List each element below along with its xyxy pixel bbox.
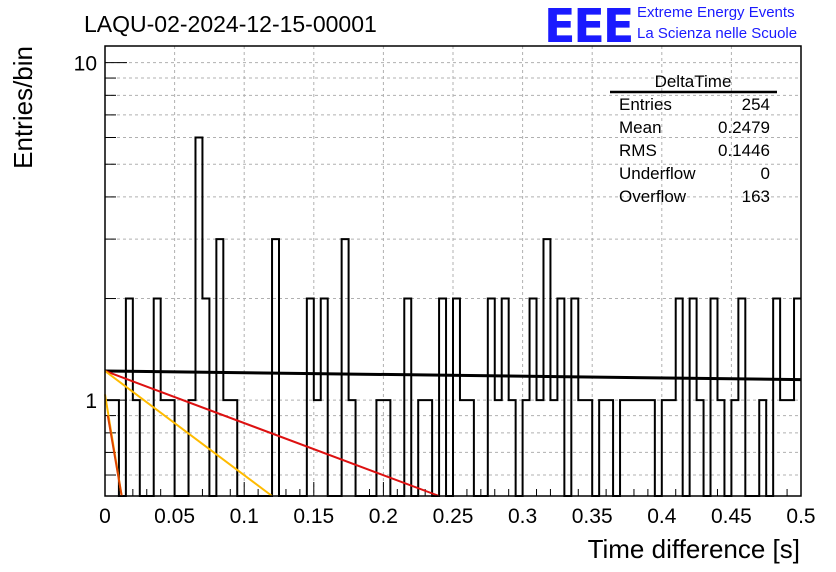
x-tick-label: 0 <box>99 505 111 528</box>
x-tick-label: 0.1 <box>230 505 259 528</box>
chart-title: LAQU-02-2024-12-15-00001 <box>84 11 377 37</box>
histogram-outline <box>105 136 801 497</box>
stats-label: Mean <box>619 118 662 137</box>
stats-value: 0.1446 <box>718 141 770 160</box>
stats-label: Overflow <box>619 187 687 206</box>
stats-label: Underflow <box>619 164 696 183</box>
fit-lines <box>104 369 802 497</box>
x-tick-labels: 0 0.05 0.1 0.15 0.2 0.25 0.3 0.35 0.4 0.45 0.5 <box>99 505 815 528</box>
fit-line <box>104 369 802 382</box>
fit-line <box>106 415 123 497</box>
y-axis-title: Entries/bin <box>8 46 38 169</box>
eee-logo: EEE Extreme Energy Events La Scienza nel… <box>544 0 797 53</box>
fit-line <box>104 370 273 497</box>
x-axis-title: Time difference [s] <box>588 534 800 564</box>
stats-label: Entries <box>619 95 672 114</box>
stats-value: 0.2479 <box>718 118 770 137</box>
y-tick-labels: 1 10 <box>74 53 97 414</box>
logo-line-2: La Scienza nelle Scuole <box>637 25 797 42</box>
x-tick-label: 0.25 <box>433 505 474 528</box>
stats-box: DeltaTime Entries 254 Mean 0.2479 RMS 0.1446 U… <box>610 72 777 206</box>
x-tick-label: 0.3 <box>508 505 537 528</box>
x-tick-label: 0.15 <box>293 505 334 528</box>
x-tick-label: 0.2 <box>369 505 398 528</box>
stats-value: 0 <box>761 164 770 183</box>
logo-mark: EEE <box>544 0 632 53</box>
stats-title: DeltaTime <box>655 72 732 91</box>
stats-value: 254 <box>742 95 770 114</box>
y-tick-label: 10 <box>74 53 97 76</box>
y-tick-label: 1 <box>85 390 97 413</box>
stats-value: 163 <box>742 187 770 206</box>
x-tick-label: 0.35 <box>572 505 613 528</box>
plot-frame <box>104 45 802 497</box>
x-tick-label: 0.45 <box>711 505 752 528</box>
x-tick-label: 0.05 <box>154 505 195 528</box>
logo-line-1: Extreme Energy Events <box>637 4 795 21</box>
stats-label: RMS <box>619 141 657 160</box>
x-tick-label: 0.4 <box>647 505 677 528</box>
fit-line <box>104 370 440 497</box>
x-tick-label: 0.5 <box>786 505 815 528</box>
